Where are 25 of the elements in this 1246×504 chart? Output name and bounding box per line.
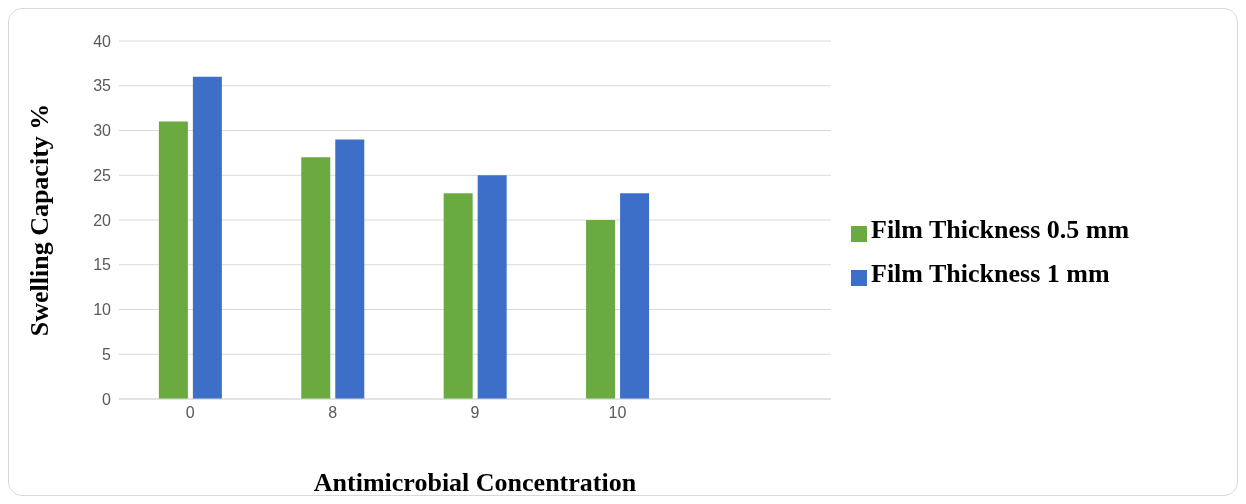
bar — [192, 76, 222, 399]
bar — [620, 193, 650, 399]
y-tick-label: 10 — [93, 301, 112, 319]
x-tick-label: 9 — [470, 404, 480, 422]
x-tick-label: 10 — [608, 404, 627, 422]
bar — [586, 220, 616, 399]
x-axis-title: Antimicrobial Concentration — [313, 468, 637, 497]
y-tick-label: 35 — [93, 77, 112, 95]
y-tick-label: 40 — [93, 32, 112, 50]
bar — [443, 193, 473, 399]
y-tick-label: 20 — [93, 211, 112, 229]
y-axis-title: Swelling Capacity % — [25, 103, 55, 337]
x-tick-label: 0 — [185, 404, 195, 422]
y-tick-label: 25 — [93, 166, 112, 184]
y-tick-label: 15 — [93, 256, 112, 274]
legend-label: Film Thickness 1 mm — [871, 259, 1110, 288]
bar — [158, 121, 188, 399]
y-tick-label: 30 — [93, 122, 112, 140]
y-tick-label: 5 — [102, 345, 112, 363]
bar — [477, 175, 507, 399]
bar — [301, 157, 331, 399]
y-tick-label: 0 — [102, 390, 112, 408]
bar — [335, 139, 365, 399]
x-tick-label: 8 — [328, 404, 338, 422]
legend-label: Film Thickness 0.5 mm — [871, 215, 1130, 244]
